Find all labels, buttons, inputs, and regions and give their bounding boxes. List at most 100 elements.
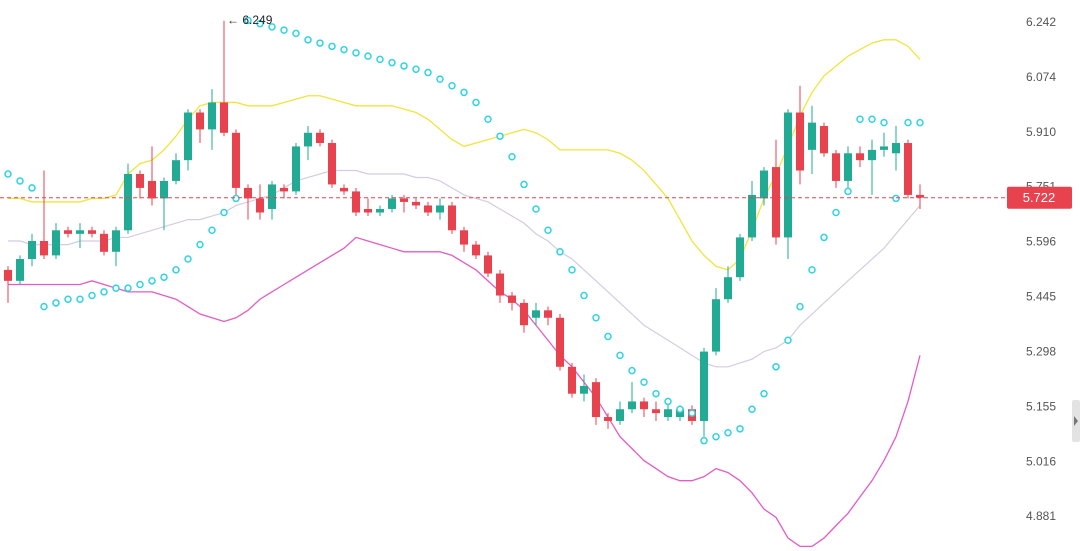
- sar-dot: [688, 409, 696, 417]
- y-tick-label: 5.445: [1026, 290, 1056, 304]
- candle-body: [148, 180, 156, 199]
- candle-body: [784, 112, 792, 238]
- middle-band: [8, 169, 921, 368]
- candle-body: [556, 317, 564, 367]
- candle-body: [820, 126, 828, 154]
- candle-body: [376, 208, 384, 213]
- sar-dot: [160, 273, 168, 281]
- candle-body: [124, 173, 132, 231]
- candle-body: [256, 198, 264, 213]
- candle-body: [64, 230, 72, 234]
- candle-body: [916, 194, 924, 198]
- sar-dot: [628, 366, 636, 375]
- sar-dot: [724, 429, 732, 437]
- plot-area: [4, 16, 924, 548]
- sar-dot: [16, 177, 24, 185]
- candle-body: [496, 273, 504, 296]
- sar-dot: [76, 295, 84, 303]
- sar-dot: [304, 36, 312, 44]
- sar-dot: [256, 19, 264, 28]
- sar-dot: [172, 266, 180, 274]
- candle-body: [772, 167, 780, 238]
- candle-body: [412, 201, 420, 206]
- sar-dot: [40, 302, 48, 311]
- sar-dot: [244, 16, 252, 25]
- y-tick-label: 5.155: [1026, 399, 1056, 413]
- candle-body: [232, 132, 240, 188]
- last-price-label: 5.722: [1023, 190, 1056, 205]
- y-tick-label: 4.881: [1026, 509, 1056, 523]
- sar-dot: [784, 336, 792, 344]
- sar-dot: [856, 115, 864, 123]
- sar-dot: [220, 208, 228, 217]
- sar-dot: [652, 389, 660, 398]
- sar-dot: [88, 291, 96, 300]
- y-tick-label: 5.596: [1026, 235, 1056, 249]
- sar-dot: [400, 62, 408, 70]
- sar-dot: [64, 295, 72, 303]
- candle-body: [652, 409, 660, 414]
- sar-dot: [472, 98, 480, 107]
- candle-body: [172, 160, 180, 181]
- sar-dot: [412, 65, 420, 73]
- candle-body: [136, 173, 144, 188]
- candle-body: [208, 102, 216, 130]
- candle-body: [160, 180, 168, 199]
- candle-body: [16, 259, 24, 281]
- candle-body: [316, 132, 324, 144]
- sar-dot: [460, 88, 468, 97]
- candle-body: [604, 417, 612, 421]
- candle-body: [712, 299, 720, 352]
- candle-body: [760, 170, 768, 199]
- sar-dot: [52, 299, 60, 307]
- candle-body: [388, 198, 396, 209]
- candle-body: [328, 143, 336, 185]
- sar-dot: [592, 314, 600, 322]
- candle-body: [436, 205, 444, 213]
- sar-dot: [700, 436, 708, 445]
- candle-body: [700, 351, 708, 421]
- y-tick-label: 6.242: [1026, 15, 1056, 29]
- candle-body: [832, 153, 840, 181]
- sar-dot: [532, 205, 540, 213]
- candle-body: [280, 187, 288, 192]
- candle-body: [508, 295, 516, 303]
- candle-body: [616, 409, 624, 421]
- sar-dot: [772, 363, 780, 371]
- sar-dot: [196, 240, 204, 249]
- sar-dot: [496, 132, 504, 140]
- sar-dot: [424, 68, 432, 77]
- sar-dot: [916, 118, 924, 127]
- sar-dot: [340, 45, 348, 54]
- sar-dot: [664, 397, 672, 406]
- lower-band: [8, 236, 921, 548]
- candle-body: [640, 401, 648, 410]
- sar-dot: [676, 405, 684, 413]
- candle-body: [724, 277, 732, 300]
- sar-dot: [760, 389, 768, 398]
- candle-body: [460, 230, 468, 245]
- sar-dot: [316, 39, 324, 47]
- y-tick-label: 5.910: [1026, 125, 1056, 139]
- sar-dot: [604, 332, 612, 341]
- sar-dot: [556, 248, 564, 256]
- candle-body: [592, 382, 600, 418]
- sar-dot: [352, 49, 360, 57]
- candle-body: [520, 302, 528, 326]
- sar-dot: [544, 226, 552, 235]
- sar-dot: [640, 378, 648, 386]
- sar-dot: [376, 55, 384, 64]
- candle-body: [484, 255, 492, 274]
- sar-dot: [124, 284, 132, 292]
- candle-body: [544, 310, 552, 318]
- sar-dot: [880, 118, 888, 127]
- candle-body: [268, 184, 276, 209]
- sar-dot: [580, 291, 588, 300]
- candle-body: [808, 122, 816, 150]
- sar-dot: [736, 425, 744, 433]
- candle-body: [196, 112, 204, 130]
- candle-body: [844, 153, 852, 181]
- candle-body: [52, 230, 60, 256]
- sar-dot: [820, 233, 828, 242]
